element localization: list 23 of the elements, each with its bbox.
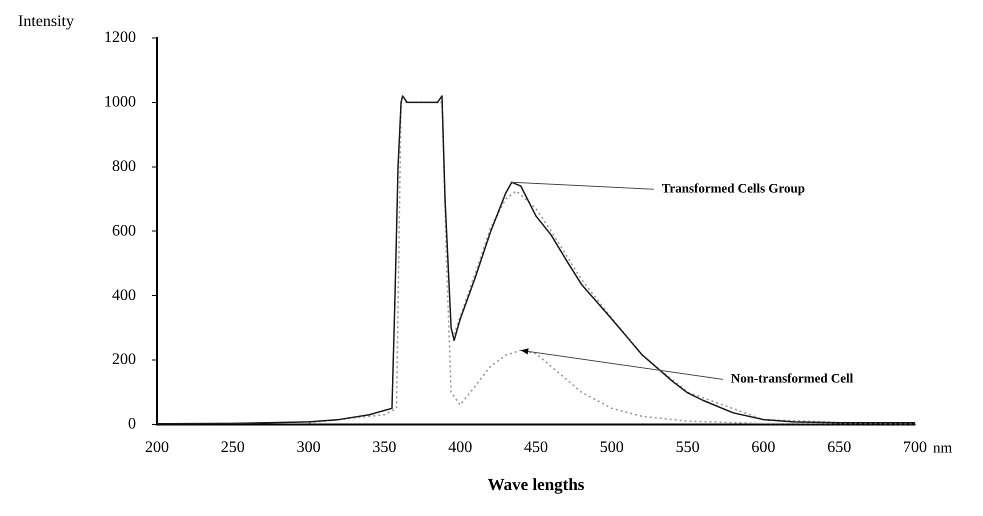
y-tick-label: 600: [112, 222, 136, 240]
x-tick-label: 550: [676, 439, 700, 456]
y-tick-label: 1000: [104, 94, 136, 111]
x-tick-label: 200: [145, 439, 169, 456]
y-tick-label: 0: [128, 416, 136, 433]
x-tick-label: 700: [903, 439, 927, 456]
y-axis-title: Intensity: [18, 13, 74, 30]
y-tick-label: 800: [112, 158, 136, 176]
x-tick-label: 350: [372, 439, 396, 456]
y-tick-label: 200: [112, 351, 136, 368]
x-tick-label: 250: [220, 439, 245, 456]
annotation: Non-transformed Cell: [730, 370, 854, 386]
x-tick-label: 450: [524, 439, 548, 456]
x-tick-label: 650: [827, 439, 852, 456]
y-tick-label: 1200: [104, 29, 136, 46]
text: nm: [933, 440, 952, 456]
annotation: Transformed Cells Group: [662, 180, 805, 196]
x-tick-label: 600: [751, 439, 776, 456]
x-tick-label: 400: [448, 439, 472, 456]
x-axis-title: Wave lengths: [488, 475, 585, 494]
x-tick-label: 500: [600, 439, 624, 456]
y-tick-label: 400: [112, 286, 136, 304]
x-tick-label: 300: [296, 439, 321, 456]
